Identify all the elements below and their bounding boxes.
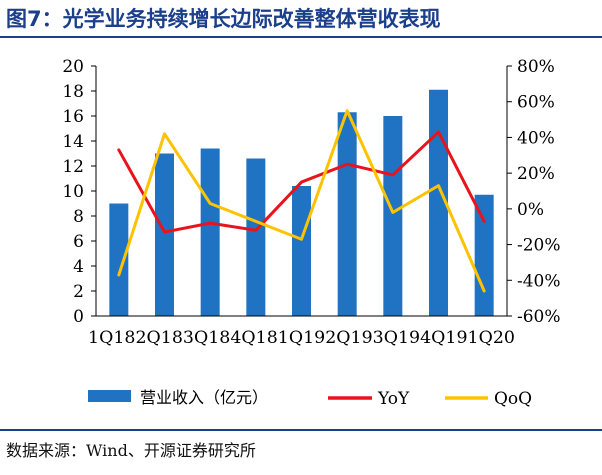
legend-label-revenue: 营业收入（亿元）: [140, 388, 268, 407]
bar-2Q18: [155, 153, 174, 316]
y-tick-label: 14: [62, 132, 84, 152]
line-yoy: [117, 130, 486, 234]
bar-1Q19: [292, 186, 311, 316]
y2-tick-label: -60%: [517, 307, 561, 327]
combo-chart: 0 2 4 6 8 10 12 14 16 18 20 -60% -40% -20% 0% 20% 40% 60%…: [62, 57, 560, 409]
y2-tick-label: 20%: [517, 164, 555, 184]
bar-2Q19: [337, 112, 357, 316]
y2-tick-label: 60%: [517, 93, 555, 113]
bar-1Q18: [109, 203, 129, 316]
y2-tick-label: 80%: [517, 57, 555, 77]
y2-tick-label: 40%: [517, 128, 555, 148]
y-tick-label: 10: [62, 182, 84, 202]
line-qoq: [117, 109, 486, 293]
y2-tick-label: 0%: [517, 200, 544, 220]
footer-rule: [0, 429, 602, 431]
y-tick-label: 12: [62, 157, 84, 177]
title-rule: [0, 36, 602, 38]
y-tick-label: 16: [62, 107, 84, 127]
bar-3Q18: [200, 148, 220, 316]
y-tick-label: 18: [62, 82, 84, 102]
source-note: 数据来源：Wind、开源证券研究所: [6, 441, 256, 460]
y-tick-label: 0: [73, 307, 84, 327]
y-tick-label: 20: [62, 57, 84, 77]
bar-4Q19: [429, 89, 448, 316]
line-series: [117, 109, 486, 293]
legend-label-yoy: YoY: [377, 389, 410, 409]
legend: 营业收入（亿元） YoY QoQ: [88, 388, 532, 409]
bar-1Q20: [474, 194, 494, 316]
x-tick-labels: 1Q182Q183Q184Q181Q192Q193Q194Q191Q20: [88, 328, 515, 348]
figure-title: 图7：光学业务持续增长边际改善整体营收表现: [6, 7, 441, 31]
legend-label-qoq: QoQ: [494, 389, 532, 409]
y-tick-label: 2: [73, 282, 84, 302]
axes: 0 2 4 6 8 10 12 14 16 18 20 -60% -40% -20% 0% 20% 40% 60%…: [62, 57, 560, 348]
y-tick-label: 8: [73, 207, 84, 227]
bar-series: [109, 89, 494, 316]
y-tick-label: 4: [73, 257, 84, 277]
legend-swatch-revenue: [88, 390, 131, 402]
bar-4Q18: [246, 158, 266, 316]
y-tick-label: 6: [73, 232, 84, 252]
y2-tick-label: -20%: [517, 236, 561, 256]
bar-3Q19: [383, 116, 403, 316]
y2-tick-label: -40%: [517, 271, 561, 291]
